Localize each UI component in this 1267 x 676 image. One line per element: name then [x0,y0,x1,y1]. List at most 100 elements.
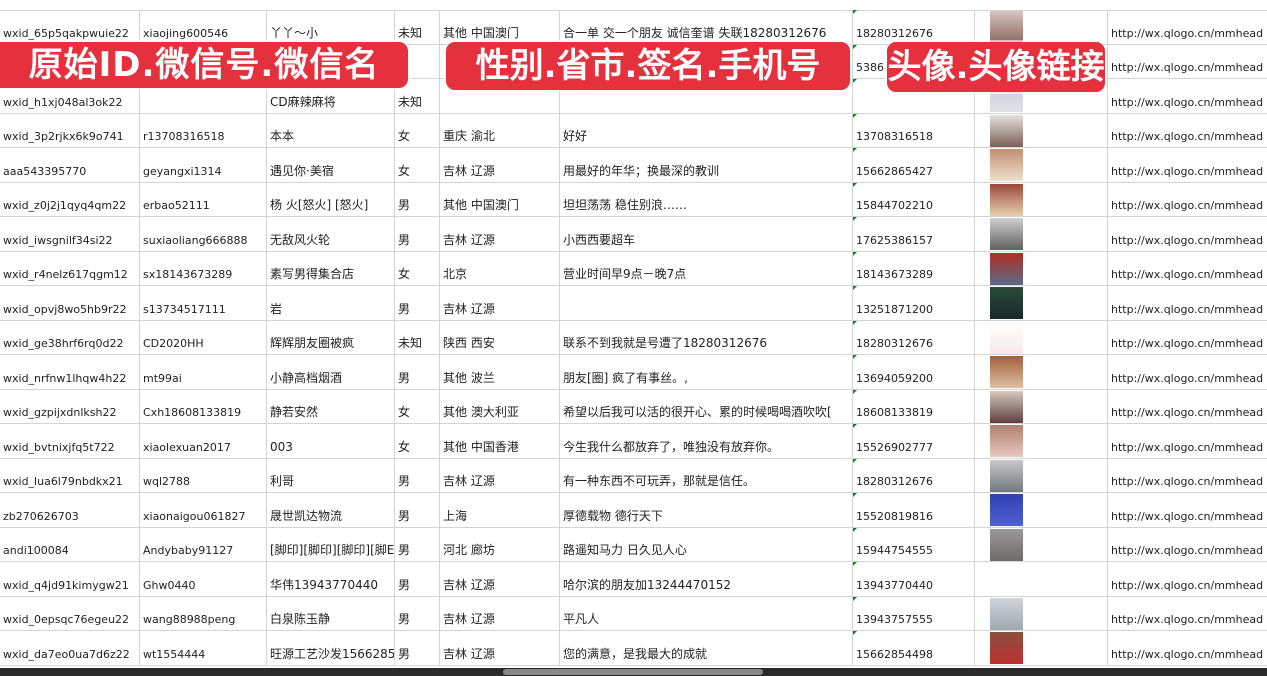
wechat-id-cell[interactable]: suxiaoliang666888 [140,217,267,251]
avatar-url-cell[interactable]: http://wx.qlogo.cn/mmhead [1108,631,1267,665]
region-cell[interactable]: 重庆 渝北 [440,113,560,147]
wechat-id-cell[interactable]: mt99ai [140,355,267,389]
original-id-cell[interactable]: wxid_0epsqc76egeu22 [0,596,140,630]
phone-cell[interactable]: 15520819816 [853,493,975,527]
gender-cell[interactable]: 男 [395,631,440,665]
signature-cell[interactable]: 好好 [560,113,853,147]
region-cell[interactable]: 吉林 辽源 [440,458,560,492]
wechat-name-cell[interactable]: 白泉陈玉静 [267,596,395,630]
gender-cell[interactable]: 女 [395,389,440,423]
phone-cell[interactable]: 15844702210 [853,182,975,216]
avatar-cell[interactable] [975,389,1108,423]
avatar-url-cell[interactable]: http://wx.qlogo.cn/mmhead [1108,355,1267,389]
gender-cell[interactable]: 男 [395,355,440,389]
signature-cell[interactable]: 厚德载物 德行天下 [560,493,853,527]
avatar-cell[interactable] [975,631,1108,665]
wechat-name-cell[interactable]: 晟世凯达物流 [267,493,395,527]
region-cell[interactable]: 河北 廊坊 [440,527,560,561]
phone-cell[interactable]: 15526902777 [853,424,975,458]
signature-cell[interactable]: 坦坦荡荡 稳住别浪…… [560,182,853,216]
original-id-cell[interactable]: wxid_h1xj048al3ok22 [0,79,140,113]
wechat-id-cell[interactable]: xiaolexuan2017 [140,424,267,458]
wechat-id-cell[interactable]: Cxh18608133819 [140,389,267,423]
avatar-cell[interactable] [975,251,1108,285]
avatar-url-cell[interactable]: http://wx.qlogo.cn/mmhead [1108,597,1267,631]
horizontal-scrollbar[interactable] [503,669,763,675]
region-cell[interactable]: 其他 中国香港 [440,424,560,458]
phone-cell[interactable]: 13251871200 [853,286,975,320]
signature-cell[interactable]: 平凡人 [560,596,853,630]
avatar-url-cell[interactable]: http://wx.qlogo.cn/mmhead [1108,528,1267,562]
original-id-cell[interactable]: aaa543395770 [0,148,140,182]
wechat-name-cell[interactable]: 杨 火[怒火] [怒火] [267,182,395,216]
avatar-url-cell[interactable]: http://wx.qlogo.cn/mmhead [1108,10,1267,44]
wechat-id-cell[interactable]: xiaojing600546 [140,10,267,44]
avatar-url-cell[interactable]: http://wx.qlogo.cn/mmhead [1108,79,1267,113]
wechat-name-cell[interactable]: 利哥 [267,458,395,492]
avatar-url-cell[interactable]: http://wx.qlogo.cn/mmhead [1108,493,1267,527]
avatar-url-cell[interactable]: http://wx.qlogo.cn/mmhead [1108,148,1267,182]
phone-cell[interactable]: 13694059200 [853,355,975,389]
wechat-id-cell[interactable]: geyangxi1314 [140,148,267,182]
original-id-cell[interactable]: wxid_z0j2j1qyq4qm22 [0,182,140,216]
region-cell[interactable]: 吉林 辽源 [440,596,560,630]
region-cell[interactable]: 吉林 辽源 [440,562,560,596]
gender-cell[interactable]: 未知 [395,79,440,113]
avatar-url-cell[interactable]: http://wx.qlogo.cn/mmhead [1108,459,1267,493]
original-id-cell[interactable]: andi100084 [0,527,140,561]
wechat-name-cell[interactable]: 旺源工艺沙发15662854 [267,631,395,665]
wechat-name-cell[interactable]: [脚印][脚印][脚印][脚E [267,527,395,561]
wechat-name-cell[interactable]: 辉辉朋友圈被疯 [267,320,395,354]
gender-cell[interactable]: 未知 [395,10,440,44]
original-id-cell[interactable]: wxid_da7eo0ua7d6z22 [0,631,140,665]
phone-cell[interactable]: 13943770440 [853,562,975,596]
gender-cell[interactable]: 女 [395,251,440,285]
avatar-cell[interactable] [975,355,1108,389]
wechat-id-cell[interactable]: r13708316518 [140,113,267,147]
gender-cell[interactable]: 男 [395,286,440,320]
avatar-cell[interactable] [975,458,1108,492]
phone-cell[interactable] [853,79,975,113]
avatar-cell[interactable] [975,596,1108,630]
signature-cell[interactable]: 希望以后我可以活的很开心、累的时候喝喝酒吹吹[ [560,389,853,423]
region-cell[interactable]: 吉林 辽源 [440,631,560,665]
gender-cell[interactable]: 女 [395,148,440,182]
signature-cell[interactable]: 小西西要超车 [560,217,853,251]
region-cell[interactable]: 吉林 辽源 [440,217,560,251]
wechat-name-cell[interactable]: 丫丫～小 [267,10,395,44]
original-id-cell[interactable]: wxid_gzpijxdnlksh22 [0,389,140,423]
gender-cell[interactable]: 男 [395,458,440,492]
original-id-cell[interactable]: wxid_nrfnw1lhqw4h22 [0,355,140,389]
gender-cell[interactable]: 未知 [395,320,440,354]
avatar-cell[interactable] [975,562,1108,596]
region-cell[interactable]: 其他 澳大利亚 [440,389,560,423]
original-id-cell[interactable]: wxid_bvtnixjfq5t722 [0,424,140,458]
wechat-name-cell[interactable]: 本本 [267,113,395,147]
original-id-cell[interactable]: wxid_opvj8wo5hb9r22 [0,286,140,320]
phone-cell[interactable]: 15944754555 [853,527,975,561]
wechat-id-cell[interactable]: Andybaby91127 [140,527,267,561]
avatar-url-cell[interactable]: http://wx.qlogo.cn/mmhead [1108,252,1267,286]
wechat-id-cell[interactable]: s13734517111 [140,286,267,320]
wechat-name-cell[interactable]: 003 [267,424,395,458]
avatar-cell[interactable] [975,182,1108,216]
gender-cell[interactable]: 女 [395,113,440,147]
region-cell[interactable]: 陕西 西安 [440,320,560,354]
signature-cell[interactable]: 今生我什么都放弃了，唯独没有放弃你。 [560,424,853,458]
region-cell[interactable] [440,79,560,113]
original-id-cell[interactable]: wxid_iwsgnilf34si22 [0,217,140,251]
wechat-name-cell[interactable]: 静若安然 [267,389,395,423]
region-cell[interactable]: 其他 波兰 [440,355,560,389]
wechat-name-cell[interactable]: 华伟13943770440 [267,562,395,596]
avatar-cell[interactable] [975,286,1108,320]
avatar-cell[interactable] [975,10,1108,44]
wechat-id-cell[interactable]: wt1554444 [140,631,267,665]
signature-cell[interactable]: 有一种东西不可玩弄，那就是信任。 [560,458,853,492]
wechat-name-cell[interactable]: 素写男得集合店 [267,251,395,285]
avatar-url-cell[interactable]: http://wx.qlogo.cn/mmhead [1108,390,1267,424]
original-id-cell[interactable]: wxid_65p5qakpwuie22 [0,10,140,44]
signature-cell[interactable]: 联系不到我就是号遭了18280312676 [560,320,853,354]
avatar-cell[interactable] [975,148,1108,182]
gender-cell[interactable]: 男 [395,217,440,251]
wechat-id-cell[interactable]: CD2020HH [140,320,267,354]
